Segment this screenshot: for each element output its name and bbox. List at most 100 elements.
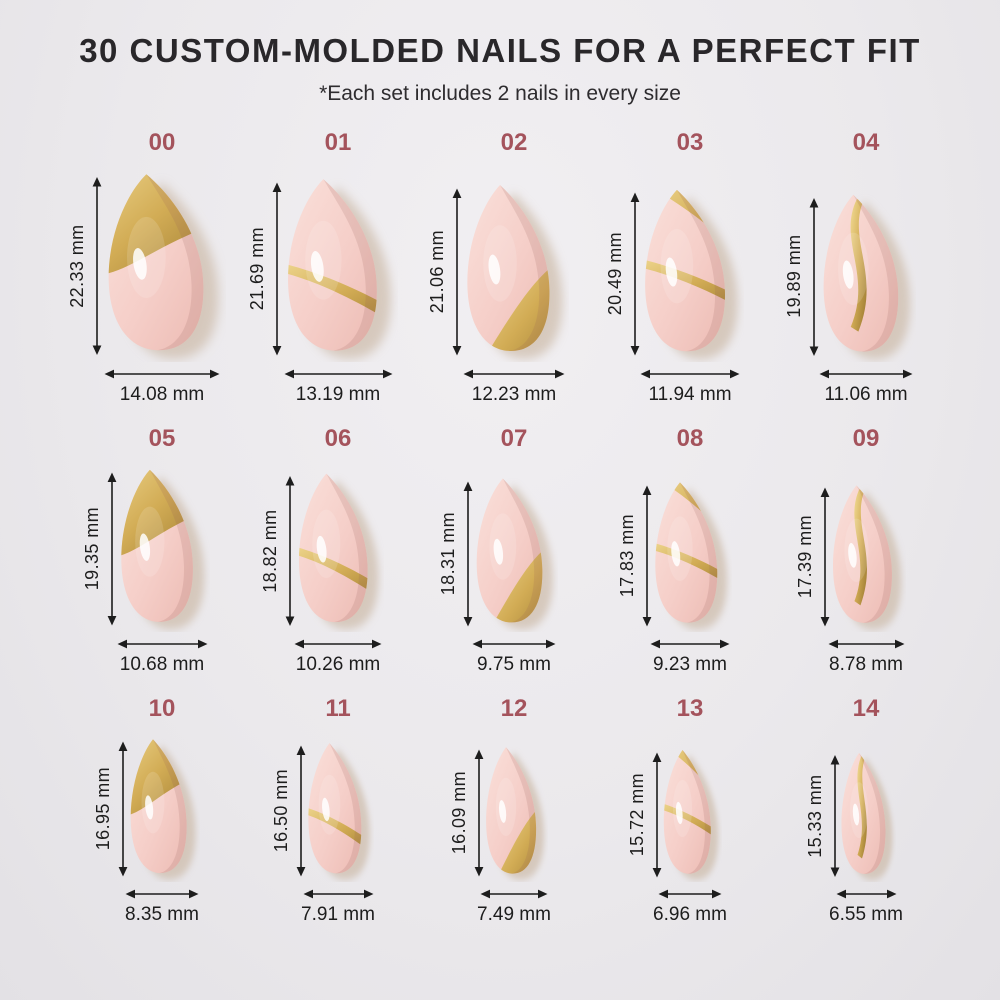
size-number: 12	[500, 695, 528, 722]
nail-with-measures: 15.33 mm	[805, 750, 896, 882]
nail-size-cell-04: 04	[778, 130, 954, 406]
width-dimension-arrow	[658, 889, 722, 899]
nail-with-measures: 18.31 mm	[438, 475, 558, 632]
height-dimension-arrow	[296, 745, 305, 877]
nail-photo-gold-wave	[287, 179, 391, 359]
height-measure: 15.72 mm	[627, 752, 665, 878]
nail-photo-gold-s-wave	[840, 752, 893, 880]
nail-size-cell-12: 12	[426, 696, 602, 926]
height-measure: 18.31 mm	[438, 481, 476, 627]
nail-size-cell-03: 03	[602, 130, 778, 406]
nail-size-cell-02: 02	[426, 130, 602, 406]
height-dimension-arrow	[285, 476, 295, 626]
height-measurement-label: 16.95 mm	[92, 767, 113, 851]
height-dimension-arrow	[118, 741, 127, 877]
nail-with-measures: 15.72 mm	[627, 747, 722, 882]
width-measurement-label: 12.23 mm	[471, 384, 557, 405]
height-measurement-label: 21.69 mm	[246, 226, 267, 311]
width-measurement-label: 11.94 mm	[648, 384, 732, 405]
height-dimension-arrow	[830, 755, 839, 877]
height-dimension-arrow	[820, 487, 829, 627]
width-measurement-label: 8.78 mm	[829, 654, 903, 675]
page-title: 30 CUSTOM-MOLDED NAILS FOR A PERFECT FIT	[79, 32, 921, 69]
size-number: 02	[500, 129, 528, 156]
nail-photo-gold-corner	[467, 185, 563, 360]
width-dimension-arrow	[284, 369, 392, 379]
width-measurement-label: 10.68 mm	[119, 654, 205, 675]
nail-with-measures: 21.06 mm	[427, 181, 569, 362]
nail-with-measures: 17.83 mm	[617, 479, 732, 632]
nail-photo-gold-wave	[307, 743, 370, 880]
width-dimension-arrow	[303, 889, 373, 899]
size-number: 05	[148, 425, 176, 452]
size-number: 06	[324, 425, 352, 452]
size-number: 14	[852, 695, 880, 722]
nail-size-cell-00: 00	[67, 129, 250, 406]
width-dimension-arrow	[640, 369, 740, 379]
nail-with-measures: 18.82 mm	[260, 470, 384, 632]
height-dimension-arrow	[92, 177, 101, 355]
nail-size-cell-06: 06	[250, 426, 426, 676]
nail-with-measures: 21.69 mm	[247, 175, 398, 362]
nail-size-row: 05	[28, 426, 1000, 676]
height-measurement-label: 18.82 mm	[260, 509, 280, 593]
width-measurement-label: 6.96 mm	[653, 904, 727, 925]
width-dimension-arrow	[836, 889, 896, 899]
width-dimension-arrow	[480, 889, 548, 899]
nail-photo-gold-wave	[298, 473, 379, 630]
size-number: 09	[852, 425, 880, 452]
nail-size-row: 10	[28, 696, 1000, 926]
nail-size-cell-13: 13	[602, 696, 778, 926]
height-measurement-label: 17.39 mm	[794, 515, 815, 599]
width-dimension-arrow	[117, 639, 207, 649]
height-measurement-label: 17.83 mm	[616, 513, 637, 598]
nail-photo-gold-double-stripe	[644, 189, 738, 360]
width-dimension-arrow	[125, 889, 199, 899]
height-dimension-arrow	[652, 752, 661, 877]
width-measurement-label: 8.35 mm	[125, 904, 199, 925]
height-dimension-arrow	[463, 481, 473, 626]
size-number: 04	[852, 129, 880, 156]
size-number: 00	[148, 129, 176, 156]
nail-size-cell-14: 14	[778, 696, 954, 926]
nail-with-measures: 19.35 mm	[82, 466, 210, 632]
nail-photo-gold-corner	[485, 747, 544, 880]
height-measure: 19.89 mm	[784, 197, 822, 356]
width-dimension-arrow	[819, 369, 913, 379]
height-measure: 19.35 mm	[82, 472, 120, 626]
width-measurement-label: 9.23 mm	[653, 654, 727, 675]
height-measure: 21.06 mm	[427, 188, 465, 356]
nail-size-cell-08: 08	[602, 426, 778, 676]
height-measure: 20.49 mm	[605, 192, 643, 356]
width-measurement-label: 11.06 mm	[824, 384, 908, 405]
height-measurement-label: 15.33 mm	[804, 774, 825, 858]
height-dimension-arrow	[272, 182, 281, 355]
width-dimension-arrow	[294, 639, 382, 649]
width-dimension-arrow	[104, 369, 220, 379]
nail-photo-gold-tip	[108, 174, 219, 359]
size-number: 01	[324, 129, 352, 156]
height-measure: 16.95 mm	[92, 741, 131, 877]
nail-size-grid: 00	[0, 130, 1000, 926]
nail-photo-gold-tip	[121, 469, 205, 630]
nail-size-cell-01: 01	[247, 129, 426, 406]
width-dimension-arrow	[463, 369, 565, 379]
nail-with-measures: 22.33 mm	[67, 170, 226, 362]
nail-photo-gold-double-stripe	[663, 750, 718, 880]
nail-with-measures: 20.49 mm	[605, 186, 744, 362]
width-measurement-label: 14.08 mm	[119, 384, 205, 405]
height-dimension-arrow	[452, 188, 462, 355]
nail-photo-gold-tip	[130, 739, 196, 880]
page-subtitle: *Each set includes 2 nails in every size	[319, 82, 681, 105]
width-measurement-label: 7.49 mm	[477, 904, 551, 925]
size-number: 03	[676, 129, 704, 156]
height-measure: 17.39 mm	[794, 487, 833, 627]
height-measurement-label: 22.33 mm	[66, 224, 87, 308]
nail-with-measures: 16.50 mm	[271, 740, 374, 882]
width-measurement-label: 9.75 mm	[477, 654, 551, 675]
height-measure: 16.50 mm	[271, 745, 309, 877]
height-measurement-label: 19.35 mm	[82, 507, 102, 591]
width-measurement-label: 13.19 mm	[295, 384, 381, 405]
nail-with-measures: 17.39 mm	[795, 482, 906, 632]
height-measurement-label: 18.31 mm	[438, 511, 458, 596]
